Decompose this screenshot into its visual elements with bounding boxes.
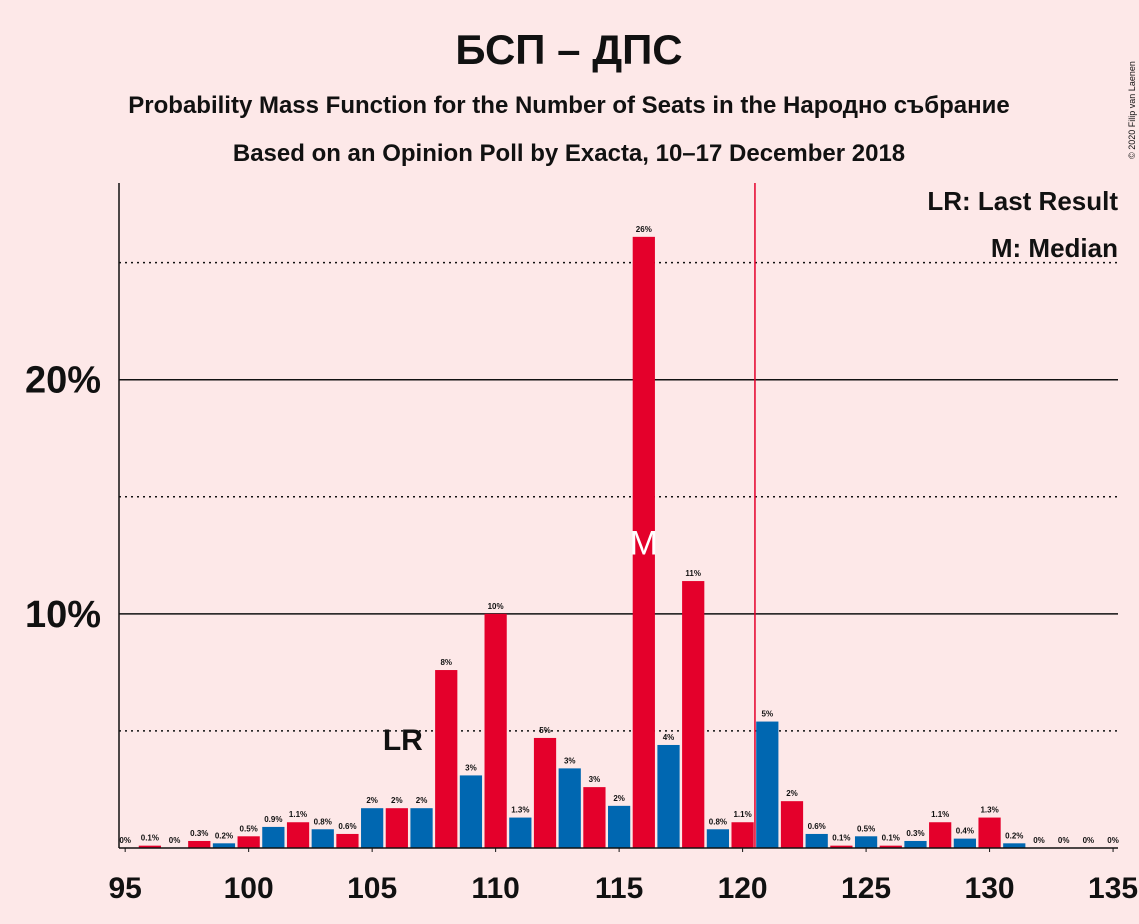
bar <box>237 836 260 848</box>
value-label: 0.2% <box>215 831 233 840</box>
bar <box>435 670 458 848</box>
value-label: 5% <box>762 710 774 719</box>
bar <box>533 737 557 848</box>
bar <box>854 836 878 848</box>
chart-subtitle: Probability Mass Function for the Number… <box>128 92 1009 119</box>
bar <box>558 768 581 848</box>
bar <box>1003 843 1026 848</box>
last-result-label: LR <box>383 724 423 757</box>
value-label: 0.5% <box>240 824 258 833</box>
value-label: 26% <box>636 225 652 234</box>
chart-title: БСП – ДПС <box>455 26 682 73</box>
value-label: 0.3% <box>906 829 924 838</box>
x-tick-label: 130 <box>965 872 1015 905</box>
bar <box>138 845 161 848</box>
bar <box>682 581 705 848</box>
value-label: 0.8% <box>314 817 332 826</box>
bar <box>286 822 310 848</box>
value-label: 0% <box>1083 836 1095 845</box>
value-label: 0% <box>1033 836 1045 845</box>
value-label: 0.1% <box>832 834 850 843</box>
bar <box>608 805 631 848</box>
value-label: 3% <box>564 756 576 765</box>
x-tick-label: 105 <box>347 872 397 905</box>
bar <box>385 808 408 848</box>
bar <box>879 845 902 848</box>
y-tick-label: 20% <box>25 360 101 402</box>
value-label: 3% <box>589 775 601 784</box>
value-label: 1.1% <box>289 810 307 819</box>
value-label: 1.3% <box>511 806 529 815</box>
bar <box>336 833 359 848</box>
value-label: 0.6% <box>338 822 356 831</box>
value-label: 0.5% <box>857 824 875 833</box>
value-label: 2% <box>786 789 798 798</box>
bar <box>361 808 384 848</box>
value-label: 1.1% <box>931 810 949 819</box>
value-label: 0.4% <box>956 827 974 836</box>
legend-entry: LR: Last Result <box>927 186 1118 216</box>
x-tick-label: 120 <box>718 872 768 905</box>
legend-entry: M: Median <box>991 233 1118 263</box>
bar <box>830 845 853 848</box>
bar <box>410 808 433 848</box>
x-tick-label: 100 <box>224 872 274 905</box>
value-label: 0% <box>169 836 181 845</box>
bar <box>262 826 285 848</box>
median-label: M <box>630 524 658 562</box>
bar <box>731 822 754 848</box>
x-tick-label: 135 <box>1088 872 1138 905</box>
bar <box>780 801 804 848</box>
value-label: 0.2% <box>1005 831 1023 840</box>
value-label: 0.8% <box>709 817 727 826</box>
x-tick-label: 110 <box>471 872 519 905</box>
bar <box>657 744 680 848</box>
bar <box>706 829 730 848</box>
value-label: 0.9% <box>264 815 282 824</box>
value-label: 0.1% <box>882 834 900 843</box>
bar <box>805 833 828 848</box>
value-label: 4% <box>663 733 675 742</box>
value-label: 2% <box>391 796 403 805</box>
bar <box>929 822 952 848</box>
bar <box>904 840 927 848</box>
bar <box>459 775 483 848</box>
value-label: 11% <box>685 569 701 578</box>
value-label: 10% <box>488 602 504 611</box>
x-tick-label: 125 <box>841 872 891 905</box>
value-label: 2% <box>366 796 378 805</box>
value-label: 1.3% <box>980 806 998 815</box>
value-label: 0.1% <box>141 834 159 843</box>
value-label: 0% <box>119 836 131 845</box>
bar <box>484 613 507 848</box>
value-label: 0% <box>1107 836 1119 845</box>
x-tick-label: 95 <box>108 872 141 905</box>
value-label: 0.6% <box>808 822 826 831</box>
chart-subtitle: Based on an Opinion Poll by Exacta, 10–1… <box>233 140 905 167</box>
value-label: 2% <box>416 796 428 805</box>
bar <box>311 829 334 848</box>
bar <box>632 236 655 848</box>
bar <box>583 787 606 848</box>
bar <box>756 721 779 848</box>
y-tick-label: 10% <box>25 594 101 636</box>
bar <box>953 838 976 848</box>
value-label: 1.1% <box>733 810 751 819</box>
bar <box>509 817 532 848</box>
copyright: © 2020 Filip van Laenen <box>1127 61 1137 159</box>
bar <box>188 840 211 848</box>
value-label: 0.3% <box>190 829 208 838</box>
bar <box>212 843 236 848</box>
value-label: 2% <box>613 794 625 803</box>
value-label: 8% <box>440 658 452 667</box>
value-label: 5% <box>539 726 551 735</box>
x-tick-label: 115 <box>595 872 643 905</box>
bar <box>978 817 1001 848</box>
value-label: 0% <box>1058 836 1070 845</box>
value-label: 3% <box>465 763 477 772</box>
